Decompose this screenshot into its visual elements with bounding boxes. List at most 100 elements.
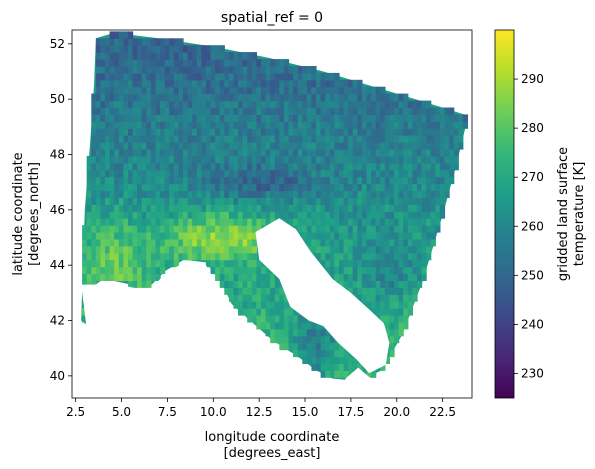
heatmap-cell <box>178 114 184 122</box>
heatmap-cell <box>146 169 152 178</box>
heatmap-cell <box>302 335 308 344</box>
heatmap-cell <box>192 211 198 219</box>
heatmap-cell <box>192 128 198 136</box>
heatmap-cell <box>105 72 111 81</box>
heatmap-cell <box>270 66 276 74</box>
heatmap-cell <box>118 273 124 281</box>
heatmap-cell <box>329 252 335 261</box>
heatmap-cell <box>348 100 354 109</box>
heatmap-cell <box>128 252 134 261</box>
heatmap-cell <box>91 135 97 143</box>
heatmap-cell <box>164 162 170 171</box>
heatmap-cell <box>146 52 152 60</box>
heatmap-cell <box>274 176 280 185</box>
heatmap-cell <box>82 266 88 275</box>
heatmap-cell <box>306 142 313 150</box>
heatmap-cell <box>412 190 418 198</box>
heatmap-cell <box>205 190 212 198</box>
heatmap-cell <box>105 183 111 192</box>
heatmap-cell <box>192 45 198 53</box>
heatmap-cell <box>293 349 299 358</box>
heatmap-cell <box>334 273 340 281</box>
heatmap-cell <box>247 72 253 81</box>
heatmap-cell <box>242 259 248 268</box>
heatmap-cell <box>339 100 345 109</box>
heatmap-cell <box>348 232 354 240</box>
heatmap-cell <box>123 252 129 261</box>
heatmap-cell <box>348 204 354 212</box>
heatmap-cell <box>233 100 239 109</box>
heatmap-cell <box>283 107 290 115</box>
heatmap-cell <box>228 128 235 136</box>
heatmap-cell <box>274 135 280 143</box>
heatmap-cell <box>439 149 446 157</box>
heatmap-cell <box>242 204 248 212</box>
heatmap-cell <box>435 211 441 219</box>
heatmap-cell <box>265 204 271 212</box>
heatmap-cell <box>118 266 124 275</box>
heatmap-cell <box>100 162 106 171</box>
heatmap-cell <box>132 121 138 129</box>
heatmap-cell <box>251 238 257 247</box>
plot-area <box>72 31 469 398</box>
heatmap-cell <box>100 169 106 178</box>
heatmap-cell <box>205 169 212 178</box>
heatmap-cell <box>233 280 239 288</box>
heatmap-cell <box>233 259 239 268</box>
heatmap-cell <box>270 155 276 164</box>
heatmap-cell <box>265 294 271 302</box>
heatmap-cell <box>394 121 400 129</box>
heatmap-cell <box>325 162 331 171</box>
heatmap-cell <box>293 218 299 226</box>
heatmap-cell <box>283 72 290 81</box>
heatmap-cell <box>183 114 189 122</box>
heatmap-cell <box>160 183 166 192</box>
heatmap-cell <box>357 79 363 88</box>
heatmap-cell <box>348 218 354 226</box>
heatmap-cell <box>398 280 404 288</box>
heatmap-cell <box>132 107 138 115</box>
heatmap-cell <box>160 142 166 150</box>
heatmap-cell <box>339 142 345 150</box>
heatmap-cell <box>183 232 189 240</box>
heatmap-cell <box>380 107 386 115</box>
heatmap-cell <box>361 218 368 226</box>
heatmap-cell <box>238 128 244 136</box>
heatmap-cell <box>306 356 313 364</box>
heatmap-cell <box>247 308 253 316</box>
heatmap-cell <box>283 79 290 88</box>
heatmap-cell <box>178 149 184 157</box>
heatmap-cell <box>233 273 239 281</box>
heatmap-cell <box>394 308 400 316</box>
heatmap-cell <box>114 176 120 185</box>
heatmap-cell <box>205 259 212 268</box>
heatmap-cell <box>160 66 166 74</box>
heatmap-cell <box>123 135 129 143</box>
heatmap-cell <box>407 280 413 288</box>
heatmap-cell <box>320 342 326 351</box>
heatmap-cell <box>348 86 354 95</box>
heatmap-cell <box>118 225 124 233</box>
heatmap-cell <box>173 218 179 226</box>
heatmap-cell <box>201 211 207 219</box>
heatmap-cell <box>389 287 395 295</box>
heatmap-cell <box>297 225 303 233</box>
heatmap-cell <box>389 169 395 178</box>
heatmap-cell <box>265 93 271 102</box>
heatmap-cell <box>352 107 358 115</box>
heatmap-cell <box>173 121 179 129</box>
heatmap-cell <box>160 232 166 240</box>
heatmap-cell <box>320 79 326 88</box>
heatmap-cell <box>288 135 294 143</box>
heatmap-cell <box>196 86 202 95</box>
heatmap-cell <box>118 190 124 198</box>
heatmap-cell <box>302 155 308 164</box>
heatmap-cell <box>297 128 303 136</box>
heatmap-cell <box>389 294 395 302</box>
heatmap-cell <box>95 45 102 53</box>
heatmap-cell <box>91 114 97 122</box>
heatmap-cell <box>389 190 395 198</box>
heatmap-cell <box>320 238 326 247</box>
heatmap-cell <box>219 142 225 150</box>
heatmap-cell <box>100 238 106 247</box>
